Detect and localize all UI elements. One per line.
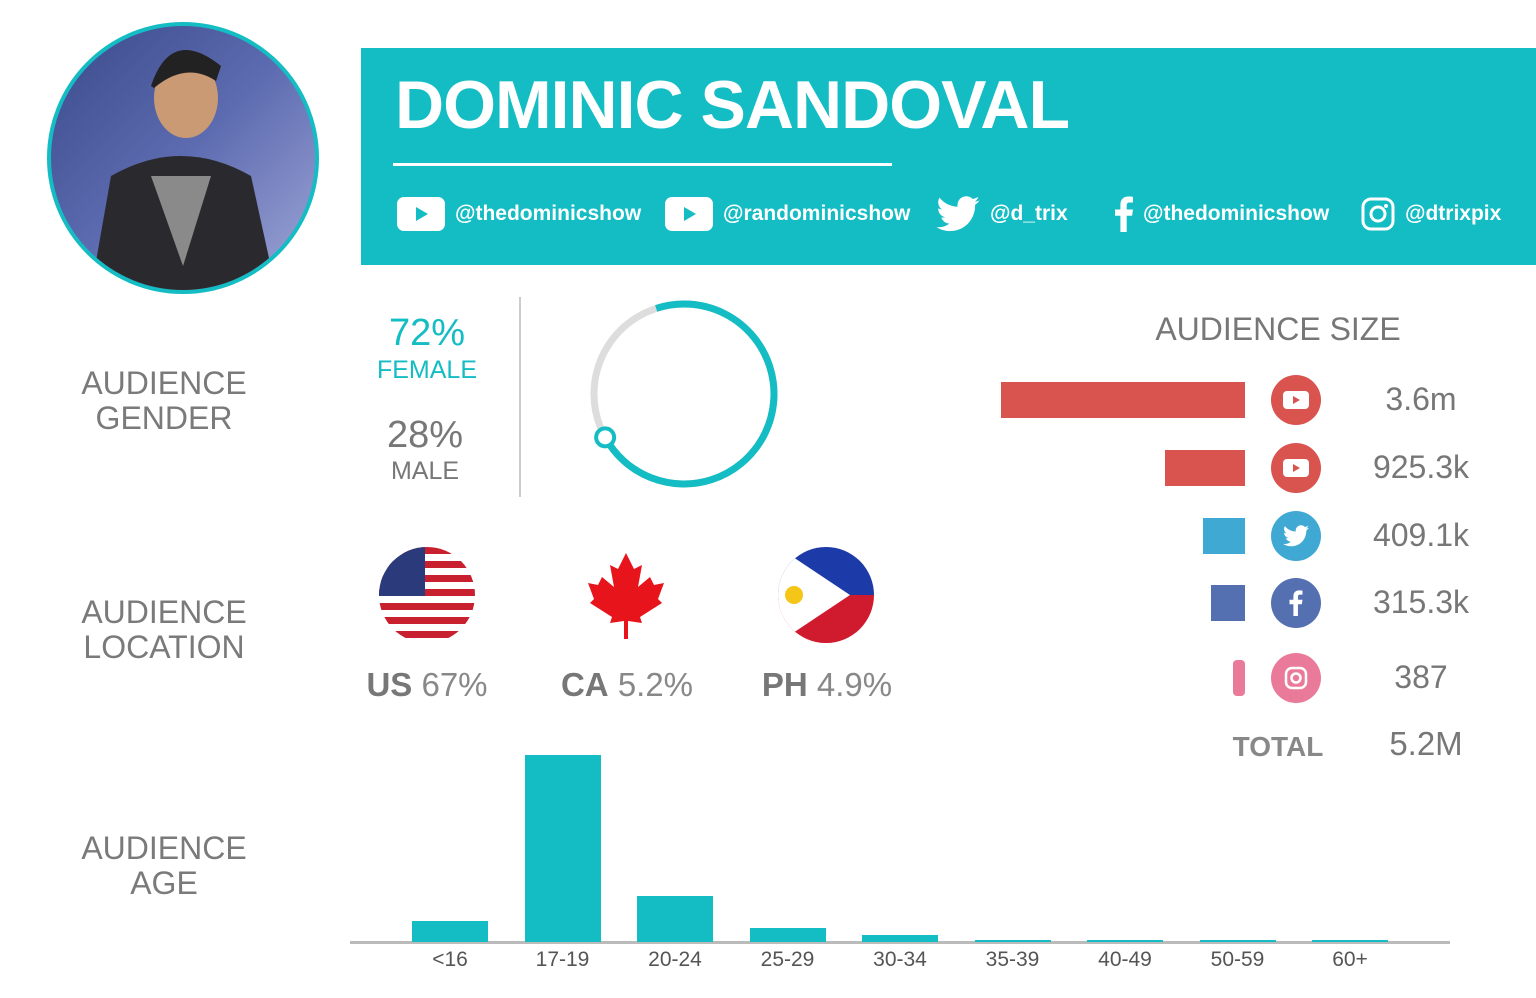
age-bar [412, 921, 488, 942]
title-divider [393, 163, 892, 166]
age-tick-label: 35-39 [985, 948, 1040, 971]
age-bar [974, 939, 1051, 942]
female-percent: 72% [388, 312, 466, 354]
youtube-icon [1283, 391, 1309, 409]
twitter-badge [1271, 511, 1321, 561]
age-chart-axis [350, 941, 1450, 944]
social-handle: @thedominicshow [455, 202, 642, 225]
country-percent: 67% [421, 666, 488, 703]
social-handle: @randominicshow [723, 202, 911, 225]
social-instagram[interactable]: @dtrixpix [1361, 196, 1501, 232]
audience-bar-youtube [1001, 382, 1245, 418]
age-tick-label: 17-19 [535, 948, 590, 971]
youtube-icon [397, 197, 445, 231]
age-tick-label: 60+ [1332, 948, 1368, 971]
female-label: FEMALE [376, 356, 478, 384]
donut-marker [594, 426, 617, 449]
social-handle: @thedominicshow [1143, 202, 1330, 225]
age-bar [1199, 940, 1276, 942]
male-percent: 28% [386, 414, 464, 456]
audience-value: 3.6m [1385, 381, 1457, 417]
person-silhouette-icon [91, 50, 276, 290]
social-twitter[interactable]: @d_trix [936, 196, 1068, 232]
instagram-icon [1361, 197, 1395, 231]
label-line: AUDIENCE [81, 830, 247, 866]
audience-size-title: AUDIENCE SIZE [1155, 311, 1401, 347]
audience-bar-youtube [1165, 450, 1245, 486]
page-title: DOMINIC SANDOVAL [395, 67, 1070, 143]
youtube-badge [1271, 375, 1321, 425]
location-ca: CA 5.2% [561, 666, 693, 704]
age-bar [637, 895, 713, 942]
philippines-flag-icon [778, 547, 874, 643]
age-section-label: AUDIENCE AGE [44, 831, 284, 901]
youtube-icon [665, 197, 713, 231]
country-code: PH [761, 666, 808, 703]
social-handle: @dtrixpix [1405, 202, 1502, 225]
age-tick-label: 40-49 [1098, 948, 1152, 971]
donut-female-arc [590, 300, 778, 488]
age-bar [524, 755, 601, 942]
age-tick-label: 50-59 [1210, 948, 1265, 971]
location-us: US 67% [366, 666, 487, 704]
country-code: CA [560, 666, 609, 703]
age-bar [1087, 940, 1163, 942]
country-percent: 5.2% [617, 666, 694, 703]
age-bar [1312, 940, 1388, 942]
country-code: US [366, 666, 413, 703]
audience-bar-instagram [1233, 660, 1245, 696]
us-flag-icon [379, 547, 475, 643]
label-line: GENDER [95, 400, 233, 436]
age-tick-label: 20-24 [648, 948, 702, 971]
gender-section-label: AUDIENCE GENDER [44, 366, 284, 436]
social-facebook[interactable]: @thedominicshow [1115, 196, 1329, 232]
age-tick-label: 30-34 [873, 948, 927, 971]
audience-bar-twitter [1203, 518, 1245, 554]
age-bar [749, 928, 826, 942]
audience-value: 925.3k [1372, 449, 1470, 485]
total-value: 5.2M [1389, 725, 1463, 762]
label-line: LOCATION [83, 629, 245, 665]
label-line: AUDIENCE [81, 594, 247, 630]
canada-maple-leaf-icon [588, 553, 664, 639]
twitter-icon [1283, 525, 1309, 547]
facebook-badge [1271, 578, 1321, 628]
gender-donut [590, 300, 778, 488]
facebook-icon [1115, 196, 1133, 232]
location-ph: PH 4.9% [762, 666, 892, 704]
instagram-icon [1284, 666, 1308, 690]
age-tick-label: <16 [432, 948, 468, 971]
social-youtube-2[interactable]: @randominicshow [665, 196, 910, 232]
audience-value: 315.3k [1372, 584, 1470, 620]
youtube-icon [1283, 459, 1309, 477]
profile-photo [47, 22, 319, 294]
age-tick-label: 25-29 [760, 948, 815, 971]
audience-bar-facebook [1211, 585, 1245, 621]
country-percent: 4.9% [816, 666, 893, 703]
social-youtube-1[interactable]: @thedominicshow [397, 196, 641, 232]
gender-divider [519, 297, 521, 497]
facebook-icon [1289, 590, 1303, 616]
male-label: MALE [390, 457, 460, 485]
location-section-label: AUDIENCE LOCATION [44, 595, 284, 665]
audience-value: 387 [1394, 659, 1448, 695]
instagram-badge [1271, 653, 1321, 703]
youtube-badge [1271, 443, 1321, 493]
age-bar [862, 935, 938, 942]
label-line: AGE [130, 865, 198, 901]
audience-value: 409.1k [1372, 517, 1470, 553]
social-handle: @d_trix [990, 202, 1068, 225]
label-line: AUDIENCE [81, 365, 247, 401]
total-label: TOTAL [1232, 731, 1324, 762]
twitter-icon [936, 196, 980, 232]
